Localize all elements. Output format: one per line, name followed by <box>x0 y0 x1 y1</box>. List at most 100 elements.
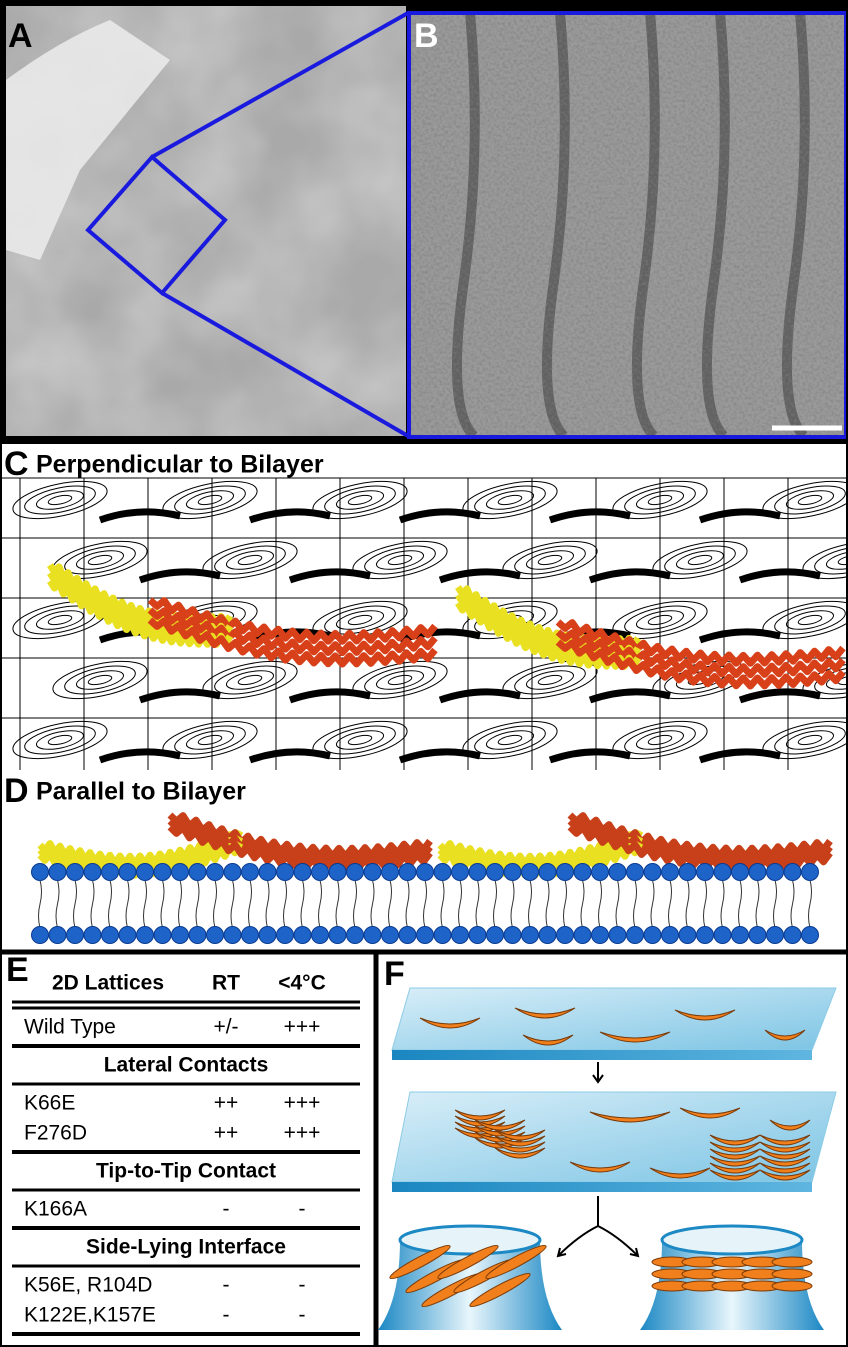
slab-top <box>392 988 836 1050</box>
lipid-tail <box>581 880 584 928</box>
lipid-tail <box>529 880 532 928</box>
lipid-head <box>277 864 294 881</box>
lipid-head <box>784 927 801 944</box>
lipid-tail <box>669 880 672 928</box>
lipid-head <box>627 927 644 944</box>
table-header: RT <box>212 972 240 995</box>
lipid-tail <box>616 880 619 928</box>
lipid-head <box>592 864 609 881</box>
lipid-head <box>697 864 714 881</box>
lipid-head <box>697 927 714 944</box>
lipid-head <box>242 927 259 944</box>
cylinder-rim <box>662 1226 802 1254</box>
lipid-head <box>557 927 574 944</box>
lipid-head <box>49 927 66 944</box>
lipid-head <box>382 864 399 881</box>
lipid-head <box>767 927 784 944</box>
lipid-head <box>32 864 49 881</box>
lipid-tail <box>721 880 724 928</box>
lipid-tail <box>196 880 199 928</box>
lipid-head <box>767 864 784 881</box>
table-cell: +/- <box>213 1016 238 1039</box>
lipid-head <box>434 864 451 881</box>
lipid-tail <box>371 880 374 928</box>
table-cell: F276D <box>24 1122 87 1145</box>
lipid-tail <box>144 880 147 928</box>
lipid-tail <box>161 880 164 928</box>
lipid-head <box>522 864 539 881</box>
lipid-head <box>172 927 189 944</box>
table-cell: K122E,K157E <box>24 1304 156 1327</box>
lipid-tail <box>424 880 427 928</box>
lipid-head <box>67 864 84 881</box>
lipid-head <box>347 927 364 944</box>
lipid-tail <box>756 880 759 928</box>
lipid-head <box>557 864 574 881</box>
lipid-head <box>452 864 469 881</box>
lipid-head <box>84 927 101 944</box>
lipid-head <box>662 927 679 944</box>
lipid-tail <box>126 880 129 928</box>
lipid-tail <box>564 880 567 928</box>
lipid-head <box>714 927 731 944</box>
lipid-tail <box>249 880 252 928</box>
lipid-head <box>644 864 661 881</box>
lipid-tail <box>406 880 409 928</box>
lipid-head <box>399 864 416 881</box>
lipid-head <box>312 927 329 944</box>
lipid-head <box>329 927 346 944</box>
lipid-tail <box>91 880 94 928</box>
table-cell: - <box>223 1304 230 1327</box>
lipid-head <box>487 927 504 944</box>
lipid-tail <box>546 880 549 928</box>
panel-e: E 2D LatticesRT<4°CWild Type+/-+++Latera… <box>6 951 360 1334</box>
panel-label: E <box>6 951 29 989</box>
lipid-tail <box>634 880 637 928</box>
lipid-tail <box>319 880 322 928</box>
lipid-head <box>172 864 189 881</box>
table-cell: ++ <box>214 1092 239 1115</box>
lipid-tail <box>231 880 234 928</box>
lipid-head <box>224 864 241 881</box>
lipid-head <box>609 864 626 881</box>
lipid-head <box>452 927 469 944</box>
panel-d: D Parallel to Bilayer <box>4 772 830 944</box>
lipid-head <box>749 864 766 881</box>
lipid-head <box>469 927 486 944</box>
lipid-head <box>574 927 591 944</box>
lipid-head <box>207 864 224 881</box>
protein <box>772 1269 812 1279</box>
lipid-tail <box>739 880 742 928</box>
lipid-head <box>154 927 171 944</box>
lipid-head <box>802 927 819 944</box>
panel-label: B <box>414 17 439 55</box>
lipid-tail <box>39 880 42 928</box>
lipid-head <box>784 864 801 881</box>
lipid-tail <box>301 880 304 928</box>
table-cell: - <box>299 1304 306 1327</box>
lipid-tail <box>74 880 77 928</box>
table-cell: - <box>223 1198 230 1221</box>
lipid-head <box>119 927 136 944</box>
lipid-head <box>662 864 679 881</box>
table-cell: K56E, R104D <box>24 1274 152 1297</box>
table-cell: K166A <box>24 1198 87 1221</box>
table-cell: ++ <box>214 1122 239 1145</box>
lipid-tail <box>56 880 59 928</box>
lipid-tail <box>441 880 444 928</box>
lipid-head <box>119 864 136 881</box>
table-header: <4°C <box>278 972 326 995</box>
lipid-tail <box>511 880 514 928</box>
lipid-tail <box>284 880 287 928</box>
lipid-tail <box>389 880 392 928</box>
lipid-head <box>329 864 346 881</box>
panel-label: D <box>4 772 29 810</box>
lipid-head <box>732 864 749 881</box>
table-cell: - <box>299 1198 306 1221</box>
lipid-head <box>504 927 521 944</box>
lipid-tail <box>809 880 812 928</box>
lipid-head <box>732 927 749 944</box>
lipid-head <box>102 927 119 944</box>
lipid-head <box>137 864 154 881</box>
lipid-head <box>32 927 49 944</box>
